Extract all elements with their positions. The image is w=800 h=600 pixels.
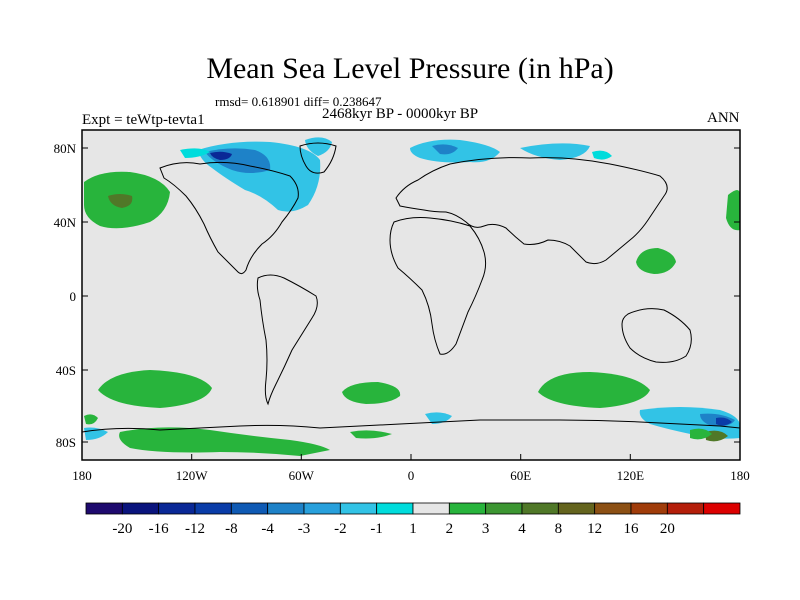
lat-label: 0	[70, 289, 77, 304]
lat-label: 80N	[54, 141, 77, 156]
colorbar-label: 12	[587, 521, 602, 537]
colorbar-labels: -20 -16 -12 -8 -4 -3 -2 -1 1 2 3 4 8 12 16 20	[112, 521, 675, 537]
experiment-label: Expt = teWtp-tevta1	[82, 112, 205, 128]
south-america-coastline	[256, 274, 318, 406]
greenland-negative-anomaly	[305, 137, 332, 156]
colorbar-label: 2	[446, 521, 454, 537]
colorbar-box	[412, 502, 450, 515]
colorbar-label: 4	[518, 521, 526, 537]
antarctic-fringe-positive	[119, 427, 330, 456]
arctic-fringe-negative	[180, 148, 210, 158]
season-label: ANN	[707, 110, 740, 126]
arctic-canada-strong-negative	[210, 151, 232, 160]
colorbar-label: 16	[624, 521, 640, 537]
colorbar-label: -1	[370, 521, 383, 537]
south-indian-positive-anomaly	[538, 372, 650, 408]
north-pacific-core-anomaly	[108, 194, 133, 208]
colorbar-box	[594, 502, 632, 515]
colorbar-box	[339, 502, 378, 515]
colorbar-label: 8	[555, 521, 563, 537]
greenland-coastline	[299, 142, 337, 174]
antarctic-fringe-positive-central	[350, 430, 392, 439]
colorbar-label: -16	[149, 521, 169, 537]
antarctic-east-positive-outer	[690, 428, 712, 440]
barents-negative-core	[432, 144, 458, 155]
antarctic-fringe-negative-atlantic	[425, 412, 452, 424]
east-edge-positive-anomaly	[726, 190, 740, 231]
africa-coastline	[389, 217, 487, 355]
colorbar	[85, 502, 741, 515]
europe-asia-coastline	[395, 157, 668, 265]
map-background	[82, 130, 740, 460]
colorbar-box	[666, 502, 705, 515]
lat-label: 40S	[56, 363, 76, 378]
australia-coastline	[621, 308, 692, 363]
lon-label: 120W	[176, 468, 209, 483]
west-pacific-positive-anomaly	[636, 248, 676, 274]
colorbar-box	[121, 502, 160, 515]
lon-ticks	[81, 454, 741, 460]
east-siberia-negative-anomaly	[592, 150, 612, 160]
colorbar-box	[630, 502, 668, 515]
colorbar-box	[557, 502, 596, 515]
colorbar-box	[85, 502, 123, 515]
anomaly-contours	[84, 137, 740, 456]
colorbar-label: 20	[660, 521, 675, 537]
lon-label: 120E	[617, 468, 645, 483]
lon-label: 60W	[289, 468, 315, 483]
map-title: Mean Sea Level Pressure (in hPa)	[206, 52, 614, 85]
colorbar-label: -2	[334, 521, 347, 537]
colorbar-box	[303, 502, 341, 515]
lat-label: 40N	[54, 215, 77, 230]
colorbar-label: -3	[298, 521, 311, 537]
lat-ticks	[82, 147, 740, 443]
coastlines	[81, 142, 741, 433]
colorbar-label: -20	[112, 521, 132, 537]
colorbar-box	[448, 502, 487, 515]
lon-label: 0	[408, 468, 415, 483]
south-atlantic-positive-anomaly	[342, 382, 401, 404]
colorbar-label: 3	[482, 521, 490, 537]
antarctica-coastline	[81, 419, 741, 433]
antarctic-fringe-positive-west	[84, 414, 98, 425]
colorbar-box	[376, 502, 414, 515]
colorbar-box	[230, 502, 269, 515]
lon-label: 60E	[510, 468, 531, 483]
south-pacific-positive-anomaly	[98, 370, 212, 408]
siberia-negative-anomaly	[520, 143, 590, 160]
colorbar-label: 1	[409, 521, 417, 537]
lon-label: 180	[730, 468, 750, 483]
colorbar-box	[703, 502, 741, 515]
time-period: 2468kyr BP - 0000kyr BP	[322, 106, 479, 122]
colorbar-box	[521, 502, 559, 515]
colorbar-box	[485, 502, 523, 515]
lat-label: 80S	[56, 435, 76, 450]
colorbar-box	[158, 502, 196, 515]
colorbar-label: -12	[185, 521, 205, 537]
rmsd-diff-stats: rmsd= 0.618901 diff= 0.238647	[215, 94, 382, 109]
colorbar-box	[267, 502, 305, 515]
ross-sea-strong-negative	[716, 417, 732, 426]
colorbar-label: -8	[225, 521, 238, 537]
north-america-coastline	[159, 161, 299, 275]
colorbar-box	[194, 502, 232, 515]
lon-label: 180	[72, 468, 92, 483]
colorbar-label: -4	[261, 521, 274, 537]
